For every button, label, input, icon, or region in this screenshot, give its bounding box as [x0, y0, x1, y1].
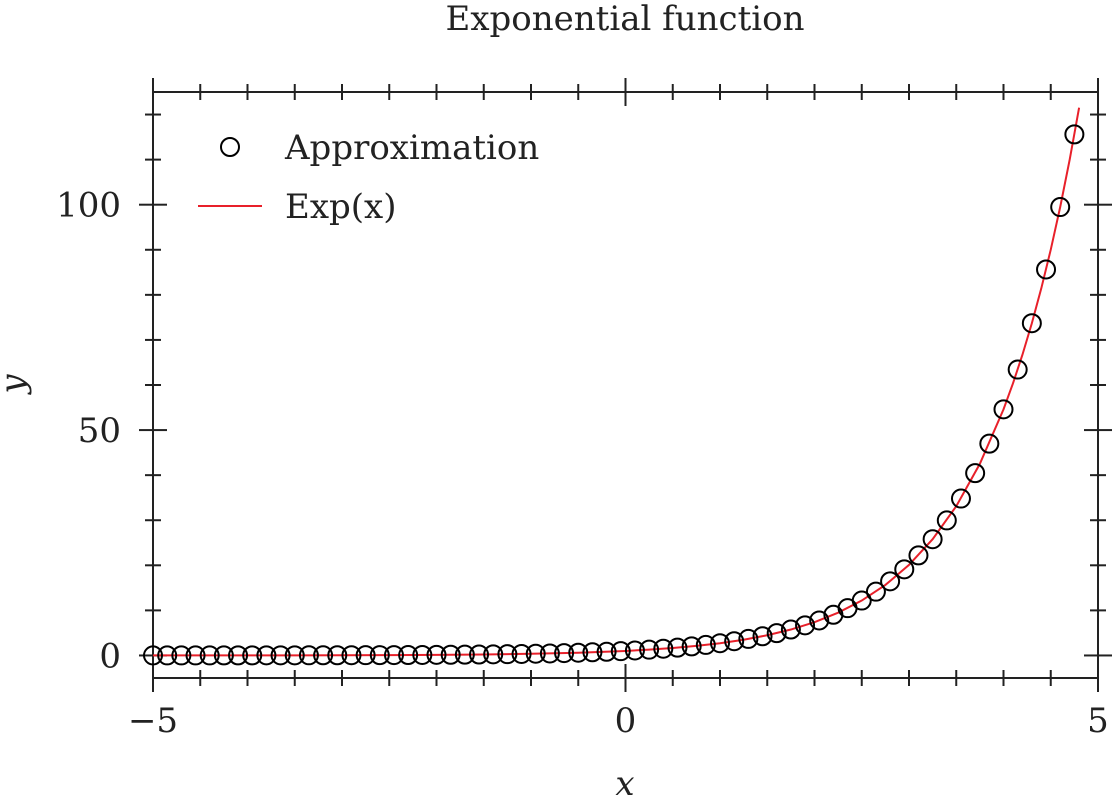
approximation-point — [610, 641, 631, 662]
approximation-point — [780, 619, 801, 640]
minor-ticks — [145, 84, 1106, 686]
approximation-point — [426, 644, 447, 665]
approximation-point — [1050, 197, 1071, 218]
approximation-point — [143, 645, 163, 666]
approximation-point — [1036, 259, 1057, 280]
approximation-point — [596, 641, 617, 662]
approximation-point — [185, 645, 206, 666]
approximation-point — [383, 645, 404, 666]
approximation-point — [936, 510, 957, 531]
legend-label-approximation: Approximation — [284, 128, 539, 168]
approximation-point — [327, 645, 348, 666]
x-tick-label: 5 — [1087, 701, 1109, 741]
approximation-point — [284, 645, 305, 666]
approximation-point — [865, 581, 886, 602]
approximation-point — [511, 643, 532, 664]
approximation-point — [213, 645, 234, 666]
approximation-point — [412, 644, 433, 665]
approximation-point — [157, 645, 178, 666]
approximation-point — [582, 642, 603, 663]
approximation-point — [1007, 359, 1028, 380]
approximation-point — [256, 645, 277, 666]
approximation-point — [483, 644, 504, 665]
approximation-point — [454, 644, 475, 665]
approximation-point — [1064, 124, 1085, 145]
approximation-point — [766, 623, 787, 644]
approximation-point — [922, 529, 943, 550]
x-tick-label: 0 — [615, 701, 637, 741]
approximation-point — [624, 640, 645, 661]
approximation-point — [469, 644, 490, 665]
approximation-point — [369, 645, 390, 666]
approximation-point — [667, 637, 688, 658]
y-tick-label: 0 — [99, 636, 121, 676]
approximation-point — [993, 399, 1014, 420]
x-axis-label: x — [615, 764, 634, 804]
approximation-point — [639, 639, 660, 660]
approximation-point — [171, 645, 192, 666]
y-axis-label: y — [0, 374, 33, 396]
approximation-point — [298, 645, 319, 666]
approximation-point — [979, 433, 1000, 454]
approximation-point — [497, 644, 518, 665]
series-layer — [143, 107, 1085, 666]
approximation-point — [1021, 313, 1042, 334]
approximation-point — [950, 488, 971, 509]
approximation-point — [313, 645, 334, 666]
approximation-point — [894, 559, 915, 580]
approximation-point — [908, 545, 929, 566]
approximation-point — [242, 645, 263, 666]
approximation-point — [341, 645, 362, 666]
legend-label-exp: Exp(x) — [285, 187, 396, 227]
approximation-point — [880, 571, 901, 592]
approximation-point — [795, 615, 816, 636]
approximation-point — [398, 645, 419, 666]
approximation-point — [851, 590, 872, 611]
approximation-point — [710, 633, 730, 654]
x-tick-label: −5 — [128, 701, 178, 741]
approximation-point — [525, 643, 546, 664]
approximation-point — [738, 628, 759, 649]
approximation-point — [965, 463, 986, 484]
legend-marker-approximation — [220, 137, 240, 157]
approximation-point — [752, 626, 773, 647]
chart-title: Exponential function — [446, 0, 805, 39]
legend: Approximation Exp(x) — [198, 128, 539, 227]
approximation-point — [809, 610, 830, 631]
approximation-point — [568, 642, 589, 663]
approximation-point — [228, 645, 249, 666]
approximation-point — [440, 644, 461, 665]
approximation-point — [724, 631, 745, 652]
approximation-point — [554, 643, 575, 664]
approximation-point — [653, 638, 674, 659]
series-line-exp — [153, 107, 1081, 657]
y-tick-label: 100 — [56, 186, 121, 226]
approximation-point — [695, 634, 716, 655]
approximation-point — [681, 636, 702, 657]
y-tick-label: 50 — [78, 411, 121, 451]
major-ticks — [139, 78, 1112, 692]
plot-frame — [152, 91, 1099, 679]
approximation-point — [355, 645, 376, 666]
approximation-point — [539, 643, 560, 664]
approximation-point — [270, 645, 291, 666]
approximation-point — [199, 645, 220, 666]
